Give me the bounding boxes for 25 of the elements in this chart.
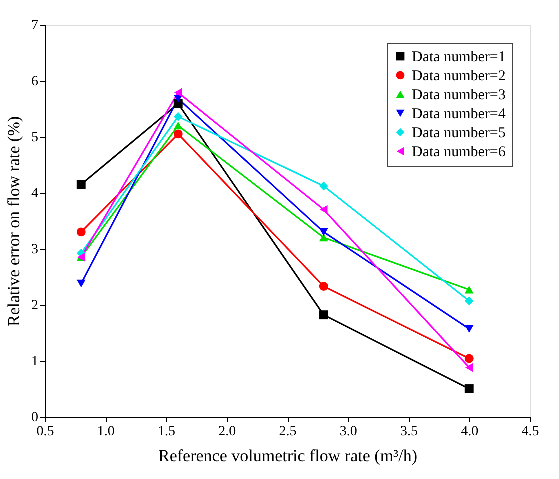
y-tick-label: 3: [32, 242, 38, 258]
legend-label: Data number=5: [412, 126, 506, 142]
y-tick-label: 1: [32, 354, 38, 370]
x-tick-label: 1.5: [158, 424, 176, 440]
legend-label: Data number=4: [412, 106, 506, 122]
y-tick-label: 0: [32, 410, 38, 426]
legend-label: Data number=1: [412, 50, 506, 66]
y-tick-label: 6: [32, 74, 38, 90]
x-tick-label: 0.5: [36, 424, 54, 440]
legend-label: Data number=3: [412, 88, 506, 104]
legend-label: Data number=2: [412, 68, 506, 84]
y-tick-label: 7: [32, 18, 38, 34]
x-tick-label: 4.0: [461, 424, 479, 440]
x-tick-label: 2.5: [279, 424, 297, 440]
x-tick-label: 3.0: [340, 424, 358, 440]
y-tick-label: 2: [32, 298, 38, 314]
x-tick-label: 2.0: [218, 424, 236, 440]
x-tick-label: 3.5: [400, 424, 418, 440]
x-axis-title: Reference volumetric flow rate (m³/h): [158, 446, 418, 466]
x-tick-label: 4.5: [522, 424, 540, 440]
x-tick-label: 1.0: [97, 424, 115, 440]
y-tick-label: 5: [32, 130, 38, 146]
y-tick-label: 4: [32, 186, 38, 202]
legend-label: Data number=6: [412, 144, 506, 160]
y-axis-title: Relative error on flow rate (%): [4, 116, 24, 327]
